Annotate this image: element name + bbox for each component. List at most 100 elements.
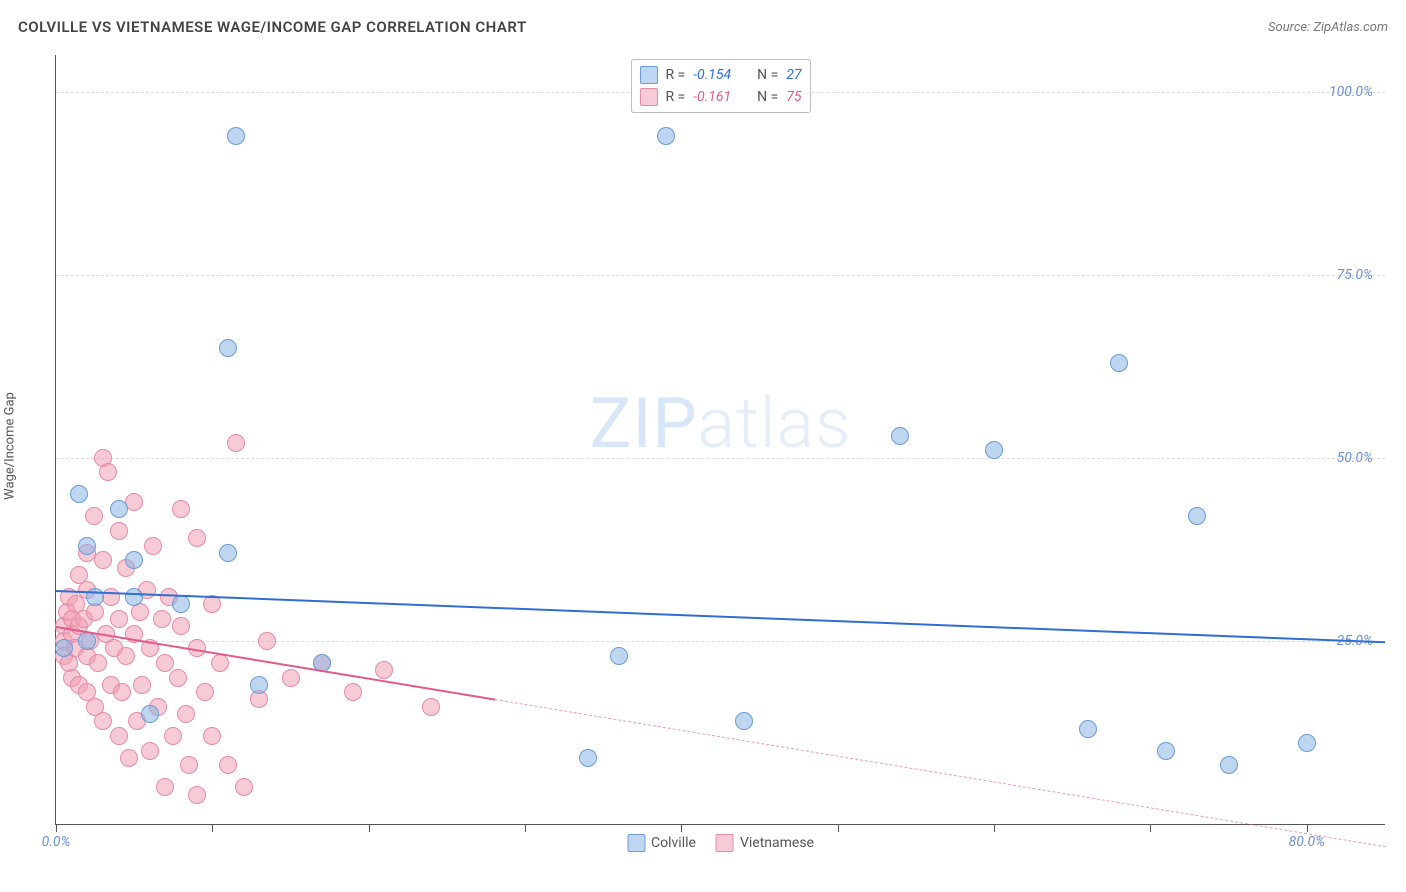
series-a-marker — [1298, 734, 1316, 752]
y-axis-label: Wage/Income Gap — [3, 392, 18, 500]
series-a-marker — [1188, 507, 1206, 525]
x-tick — [994, 824, 995, 832]
series-a-marker — [172, 595, 190, 613]
series-a-marker — [1079, 720, 1097, 738]
series-a-marker — [985, 441, 1003, 459]
x-tick — [525, 824, 526, 832]
series-a-marker — [110, 500, 128, 518]
source-attribution: Source: ZipAtlas.com — [1268, 20, 1388, 35]
n-label-b: N = — [757, 89, 778, 105]
series-b-marker — [227, 434, 245, 452]
source-name: ZipAtlas.com — [1313, 20, 1388, 35]
x-tick — [1307, 824, 1308, 832]
series-b-marker — [164, 727, 182, 745]
series-b-marker — [133, 676, 151, 694]
legend-item-b: Vietnamese — [716, 834, 814, 852]
series-b-marker — [235, 778, 253, 796]
y-tick-label: 75.0% — [1337, 267, 1373, 283]
x-tick — [1150, 824, 1151, 832]
series-a-marker — [219, 339, 237, 357]
n-label-a: N = — [757, 67, 778, 83]
series-a-marker — [657, 127, 675, 145]
series-a-marker — [78, 537, 96, 555]
series-b-marker — [258, 632, 276, 650]
gridline — [56, 275, 1385, 276]
series-a-marker — [1157, 742, 1175, 760]
series-b-marker — [110, 522, 128, 540]
series-b-marker — [156, 654, 174, 672]
legend-item-a: Colville — [627, 834, 696, 852]
n-value-a: 27 — [786, 67, 801, 83]
series-b-marker — [113, 683, 131, 701]
series-b-marker — [375, 661, 393, 679]
series-b-marker — [172, 500, 190, 518]
series-a-marker — [78, 632, 96, 650]
series-b-marker — [203, 727, 221, 745]
series-b-marker — [89, 654, 107, 672]
series-b-name: Vietnamese — [740, 835, 814, 851]
stats-row-a: R = -0.154 N = 27 — [639, 64, 801, 86]
x-tick — [212, 824, 213, 832]
series-b-marker — [188, 786, 206, 804]
series-b-swatch-icon — [716, 834, 734, 852]
series-b-marker — [219, 756, 237, 774]
series-a-swatch — [639, 66, 657, 84]
r-label-b: R = — [665, 89, 685, 105]
series-a-marker — [735, 712, 753, 730]
y-tick-label: 50.0% — [1337, 450, 1373, 466]
series-a-marker — [141, 705, 159, 723]
r-value-b: -0.161 — [693, 89, 731, 105]
series-b-marker — [94, 551, 112, 569]
series-b-marker — [99, 463, 117, 481]
chart-title: COLVILLE VS VIETNAMESE WAGE/INCOME GAP C… — [18, 18, 527, 36]
plot-area: ZIPatlas R = -0.154 N = 27 R = -0.161 N … — [55, 55, 1385, 825]
series-a-marker — [1220, 756, 1238, 774]
series-b-marker — [196, 683, 214, 701]
series-b-marker — [94, 712, 112, 730]
series-b-marker — [120, 749, 138, 767]
series-a-marker — [70, 485, 88, 503]
series-a-marker — [125, 551, 143, 569]
series-a-marker — [227, 127, 245, 145]
series-b-marker — [153, 610, 171, 628]
series-a-marker — [579, 749, 597, 767]
x-origin-label: 0.0% — [42, 834, 71, 850]
r-label-a: R = — [665, 67, 685, 83]
series-a-marker — [125, 588, 143, 606]
series-b-marker — [110, 727, 128, 745]
series-a-marker — [250, 676, 268, 694]
series-a-marker — [1110, 354, 1128, 372]
series-b-marker — [110, 610, 128, 628]
series-b-swatch — [639, 88, 657, 106]
x-tick — [681, 824, 682, 832]
series-a-trendline — [56, 590, 1385, 643]
series-b-marker — [282, 669, 300, 687]
series-a-marker — [610, 647, 628, 665]
series-b-marker — [85, 507, 103, 525]
watermark: ZIPatlas — [590, 383, 852, 465]
series-b-marker — [102, 588, 120, 606]
series-b-marker — [180, 756, 198, 774]
series-b-trendline-extrapolated — [494, 699, 1385, 847]
series-a-swatch-icon — [627, 834, 645, 852]
watermark-bold: ZIP — [590, 383, 698, 465]
r-value-a: -0.154 — [693, 67, 731, 83]
stats-legend-box: R = -0.154 N = 27 R = -0.161 N = 75 — [630, 59, 810, 113]
series-b-marker — [117, 647, 135, 665]
series-legend: Colville Vietnamese — [627, 834, 814, 852]
source-label: Source: — [1268, 20, 1313, 35]
y-tick-label: 100.0% — [1329, 84, 1373, 100]
n-value-b: 75 — [786, 89, 801, 105]
x-tick — [838, 824, 839, 832]
x-tick — [369, 824, 370, 832]
series-b-marker — [177, 705, 195, 723]
series-b-marker — [144, 537, 162, 555]
series-a-marker — [219, 544, 237, 562]
x-tick — [56, 824, 57, 832]
series-b-marker — [141, 742, 159, 760]
series-b-marker — [344, 683, 362, 701]
stats-row-b: R = -0.161 N = 75 — [639, 86, 801, 108]
gridline — [56, 641, 1385, 642]
series-b-marker — [169, 669, 187, 687]
series-b-marker — [422, 698, 440, 716]
